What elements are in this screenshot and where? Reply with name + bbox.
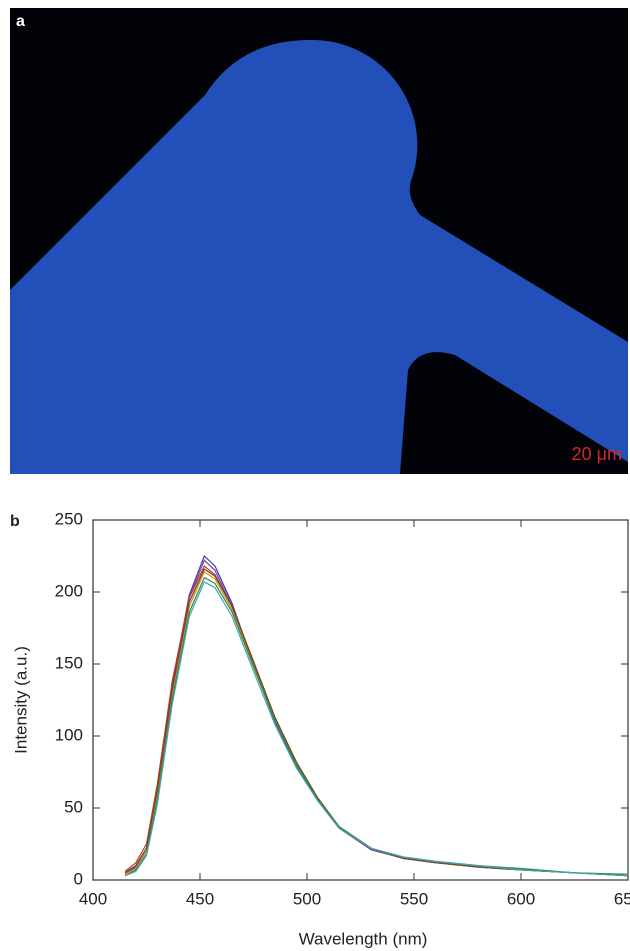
spectrum-line <box>124 554 629 877</box>
y-tick-label: 150 <box>55 653 83 672</box>
panel-label: b <box>10 513 20 530</box>
x-tick-label: 550 <box>400 889 428 908</box>
spectrum-line <box>124 576 629 877</box>
plot-frame <box>92 519 629 881</box>
x-tick-label: 450 <box>186 889 214 908</box>
spectrum-line <box>124 568 629 877</box>
y-tick-label: 200 <box>55 581 83 600</box>
x-tick-label: 600 <box>507 889 535 908</box>
x-tick-label: 500 <box>293 889 321 908</box>
spectrum-line <box>124 559 629 877</box>
x-tick-label: 400 <box>79 889 107 908</box>
microstructure <box>10 39 628 475</box>
spectrum-line <box>124 565 629 877</box>
y-tick-label: 100 <box>55 725 83 744</box>
x-axis-title: Wavelength (nm) <box>299 929 428 948</box>
x-tick-label: 650 <box>614 889 630 908</box>
y-tick-label: 0 <box>74 869 83 888</box>
scale-bar-label: 20 μm <box>572 444 622 464</box>
y-tick-label: 250 <box>55 509 83 528</box>
spectrum-line <box>124 581 629 877</box>
panel-label: a <box>16 13 25 30</box>
spectrum-line <box>124 570 629 877</box>
y-tick-label: 50 <box>64 797 83 816</box>
y-axis-title: Intensity (a.u.) <box>11 646 30 754</box>
